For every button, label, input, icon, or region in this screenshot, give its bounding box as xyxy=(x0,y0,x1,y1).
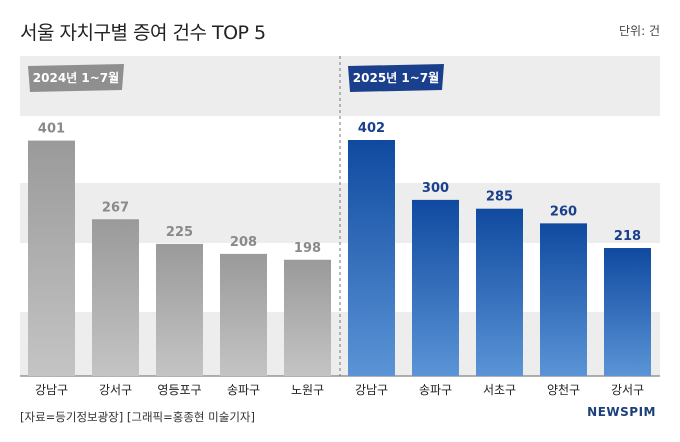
category-label: 서초구 xyxy=(483,383,516,397)
bar-value-label: 285 xyxy=(486,190,513,205)
bar xyxy=(156,243,203,376)
category-label: 양천구 xyxy=(547,382,580,397)
chart-title: 서울 자치구별 증여 건수 TOP 5 xyxy=(20,22,266,44)
bar-value-label: 208 xyxy=(230,235,257,250)
bar xyxy=(92,219,139,376)
category-label: 노원구 xyxy=(291,383,324,397)
bar-value-label: 260 xyxy=(550,204,577,219)
bar-value-label: 218 xyxy=(614,229,641,244)
category-label: 강서구 xyxy=(99,383,132,397)
bar xyxy=(412,199,459,376)
source-credit: [자료=등기정보광장] [그래픽=홍종현 미술기자] xyxy=(20,410,255,424)
category-label: 강남구 xyxy=(35,383,68,397)
bar-value-label: 267 xyxy=(102,200,129,215)
bar xyxy=(348,140,395,376)
period-tag-label: 2024년 1~7월 xyxy=(33,70,119,85)
category-label: 영등포구 xyxy=(157,383,201,397)
category-label: 송파구 xyxy=(227,383,260,397)
bar xyxy=(540,223,587,376)
bar xyxy=(220,253,267,376)
bar xyxy=(28,140,75,376)
bar-value-label: 402 xyxy=(358,121,385,136)
bar-value-label: 198 xyxy=(294,241,321,256)
category-label: 강서구 xyxy=(611,383,644,397)
period-tag xyxy=(348,64,444,92)
unit-label: 단위: 건 xyxy=(619,24,660,38)
category-label: 송파구 xyxy=(419,383,452,397)
bar-value-label: 401 xyxy=(38,122,65,137)
bar xyxy=(284,259,331,376)
bar xyxy=(604,248,651,376)
period-tag-label: 2025년 1~7월 xyxy=(353,70,439,85)
bar-value-label: 300 xyxy=(422,181,449,196)
newspim-logo: NEWSPIM xyxy=(587,405,656,419)
period-tag xyxy=(28,64,124,92)
category-label: 강남구 xyxy=(355,383,388,397)
bar xyxy=(476,208,523,376)
bar-value-label: 225 xyxy=(166,225,193,240)
